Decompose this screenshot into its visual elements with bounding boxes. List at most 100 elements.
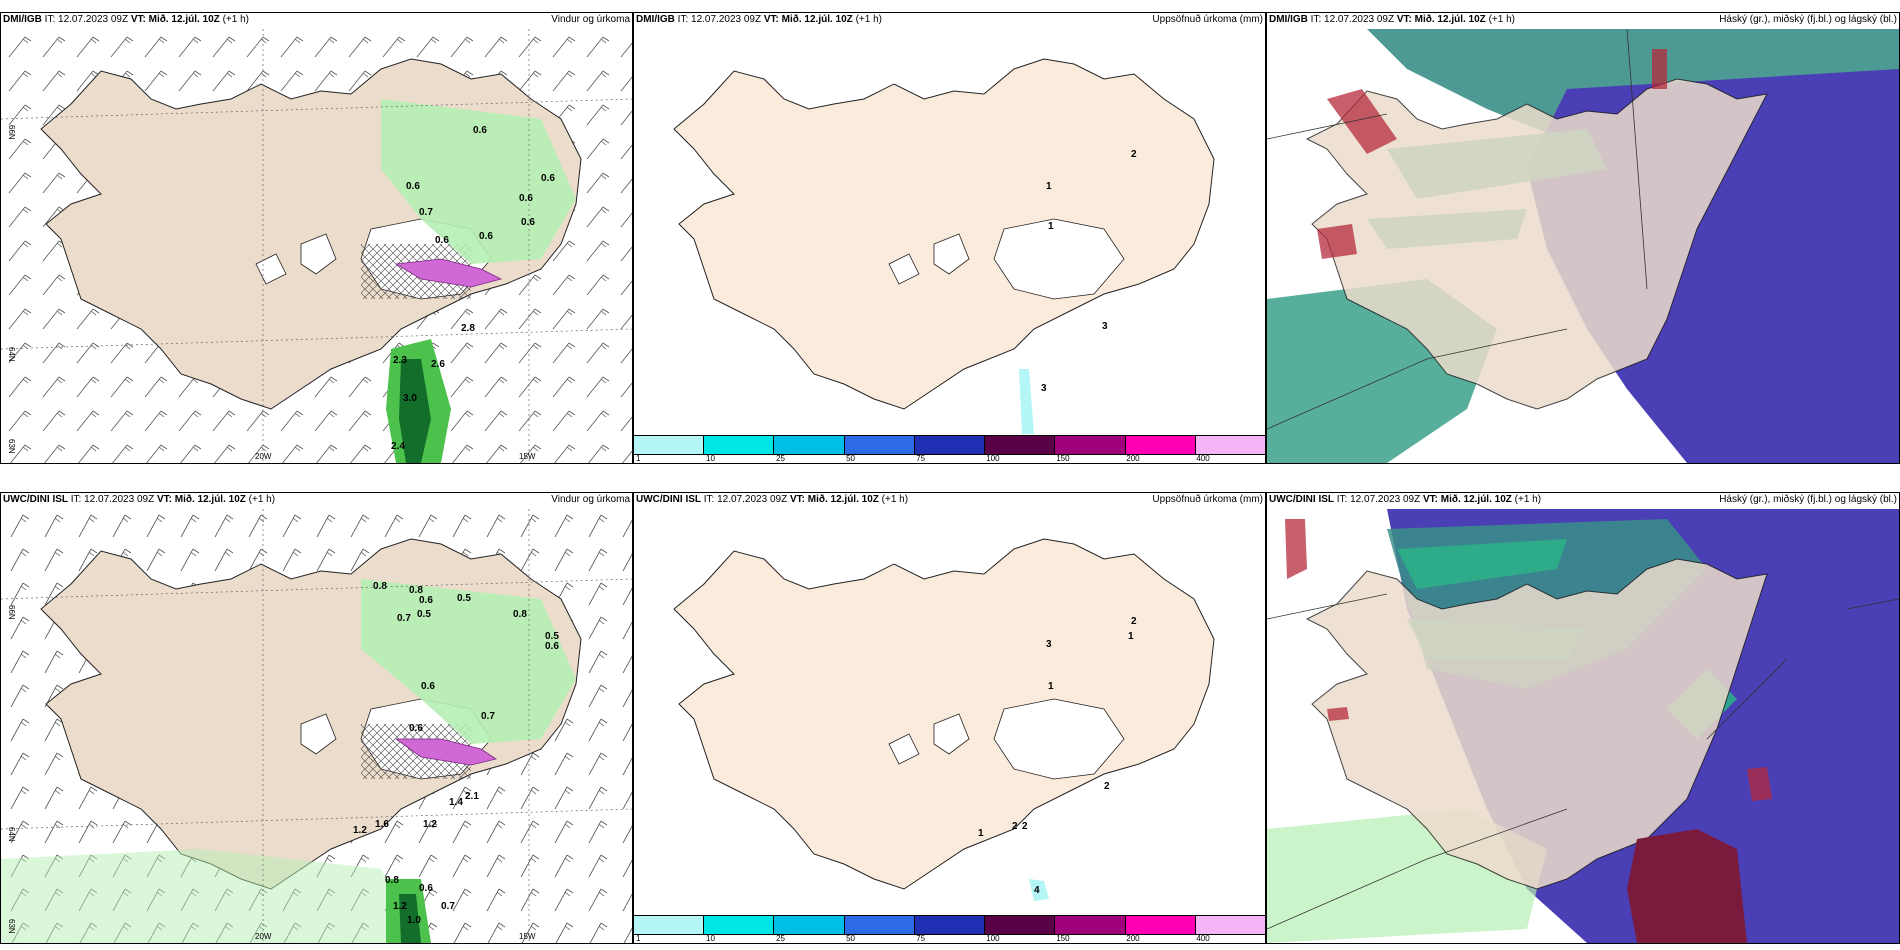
value-label: 1.2 [353, 825, 367, 836]
value-label: 0.8 [385, 875, 399, 886]
iceland-landmass [673, 58, 1215, 410]
vt-value: Mið. 12.júl. 10Z [807, 494, 879, 505]
glacier-langjokull [300, 713, 337, 755]
value-label: 0.6 [519, 193, 533, 204]
panel-header: UWC/DINI ISL IT: 12.07.2023 09Z VT: Mið.… [636, 493, 1263, 507]
panel-header: DMI/IGB IT: 12.07.2023 09Z VT: Mið. 12.j… [3, 13, 630, 27]
map-area: 2 1 1 3 3 [634, 29, 1265, 434]
lon-label-20w: 20W [255, 932, 272, 941]
value-label: 0.6 [435, 235, 449, 246]
colorbar-swatch [634, 436, 705, 454]
glacier-hofsjokull [888, 253, 920, 285]
colorbar-tick: 1 [636, 454, 641, 463]
lon-label-15w: 15W [519, 932, 536, 941]
value-label: 2.8 [461, 323, 475, 334]
panel-title: Uppsöfnuð úrkoma (mm) [1152, 494, 1263, 505]
colorbar-swatch [1055, 436, 1126, 454]
lead-time: (+1 h) [1488, 14, 1515, 25]
colorbar-swatch [774, 436, 845, 454]
lat-label-64: 64N [7, 827, 16, 842]
map-area: 66N 64N 63N 20W 15W 0.8 0.8 0.6 0.5 0.7 … [1, 509, 632, 943]
precip-patch [1029, 879, 1049, 901]
vt-label: VT: [1422, 494, 1438, 505]
value-label: 0.6 [409, 723, 423, 734]
lat-gridlines [1, 578, 632, 830]
colorbar-tick: 75 [916, 454, 926, 463]
panel-header: UWC/DINI ISL IT: 12.07.2023 09Z VT: Mið.… [1269, 493, 1897, 507]
vt-label: VT: [130, 14, 146, 25]
it-label: IT: [1336, 494, 1348, 505]
lead-time: (+1 h) [248, 494, 276, 505]
colorbar-tick: 100 [986, 934, 1000, 943]
value-label: 2 [1131, 149, 1137, 160]
lat-label-66: 66N [7, 125, 16, 140]
colorbar-ticks: 1 10 25 50 75 100 150 200 400 [634, 934, 1265, 943]
model-name: DMI/IGB [3, 14, 42, 25]
colorbar: 1 10 25 50 75 100 150 200 400 [634, 915, 1265, 943]
colorbar-tick: 10 [706, 454, 715, 463]
colorbar-swatch [704, 916, 775, 934]
glacier-hofsjokull [255, 253, 287, 285]
value-label: 1 [1048, 681, 1054, 692]
colorbar-swatches [634, 915, 1265, 935]
value-label: 0.6 [473, 125, 487, 136]
value-label: 1 [1046, 181, 1052, 192]
snow-band [394, 738, 497, 766]
value-label: 1.0 [407, 915, 421, 926]
rain-light-south [1, 849, 421, 943]
lon-label-15w: 15W [519, 452, 536, 461]
panel-clouds-uwc: UWC/DINI ISL IT: 12.07.2023 09Z VT: Mið.… [1266, 492, 1900, 944]
lat-label-63: 63N [7, 919, 16, 934]
colorbar-tick: 200 [1126, 934, 1140, 943]
it-label: IT: [70, 494, 82, 505]
lead-time: (+1 h) [855, 14, 882, 25]
colorbar-swatch [774, 916, 845, 934]
wind-map-svg: 66N 64N 63N 20W 15W 0.8 0.8 0.6 0.5 0.7 … [1, 509, 632, 943]
panel-accum-precip-dmi: DMI/IGB IT: 12.07.2023 09Z VT: Mið. 12.j… [633, 12, 1266, 464]
vt-value: Mið. 12.júl. 10Z [781, 14, 853, 25]
glacier-vatnajokull [993, 698, 1125, 780]
value-label: 0.6 [521, 217, 535, 228]
colorbar-tick: 25 [776, 934, 785, 943]
colorbar-swatch [1195, 916, 1265, 934]
model-name: UWC/DINI ISL [3, 494, 68, 505]
value-label: 0.7 [481, 711, 495, 722]
glacier-langjokull [300, 233, 337, 275]
value-label: 0.5 [545, 631, 559, 642]
precip-map-svg: 2 1 3 1 2 2 1 2 4 [673, 538, 1215, 901]
lat-label-63: 63N [7, 439, 16, 454]
value-label: 0.6 [406, 181, 420, 192]
colorbar: 1 10 25 50 75 100 150 200 400 [634, 435, 1265, 463]
sector-boundaries [1267, 29, 1648, 430]
value-label: 0.6 [421, 681, 435, 692]
colorbar-swatch [985, 916, 1056, 934]
colorbar-tick: 400 [1196, 934, 1210, 943]
value-label: 0.5 [417, 609, 431, 620]
colorbar-tick: 50 [846, 454, 856, 463]
model-name: DMI/IGB [1269, 14, 1308, 25]
panel-wind-precip-uwc: UWC/DINI ISL IT: 12.07.2023 09Z VT: Mið.… [0, 492, 633, 944]
lon-gridlines [262, 29, 530, 463]
glacier-langjokull [933, 233, 970, 275]
model-name: UWC/DINI ISL [636, 494, 701, 505]
lon-gridlines [262, 509, 530, 943]
value-label: 0.6 [545, 641, 559, 652]
it-label: IT: [677, 14, 689, 25]
panel-wind-precip-dmi: DMI/IGB IT: 12.07.2023 09Z VT: Mið. 12.j… [0, 12, 633, 464]
colorbar-swatch [1125, 436, 1196, 454]
model-name: UWC/DINI ISL [1269, 494, 1334, 505]
vt-value: Mið. 12.júl. 10Z [1414, 14, 1486, 25]
it-value: 12.07.2023 09Z [84, 494, 155, 505]
value-label: 1.2 [393, 901, 407, 912]
value-label: 1 [978, 828, 984, 839]
colorbar-tick: 75 [916, 934, 926, 943]
value-label: 0.6 [419, 883, 433, 894]
vt-label: VT: [1396, 14, 1412, 25]
colorbar-tick: 400 [1196, 454, 1210, 463]
panel-header: UWC/DINI ISL IT: 12.07.2023 09Z VT: Mið.… [3, 493, 630, 507]
precip-patch [1019, 369, 1034, 434]
value-label: 0.6 [419, 595, 433, 606]
rain-light-band [381, 99, 576, 264]
value-label: 2 [1022, 821, 1028, 832]
precip-value-labels: 2 1 3 1 2 2 1 2 4 [978, 616, 1137, 896]
